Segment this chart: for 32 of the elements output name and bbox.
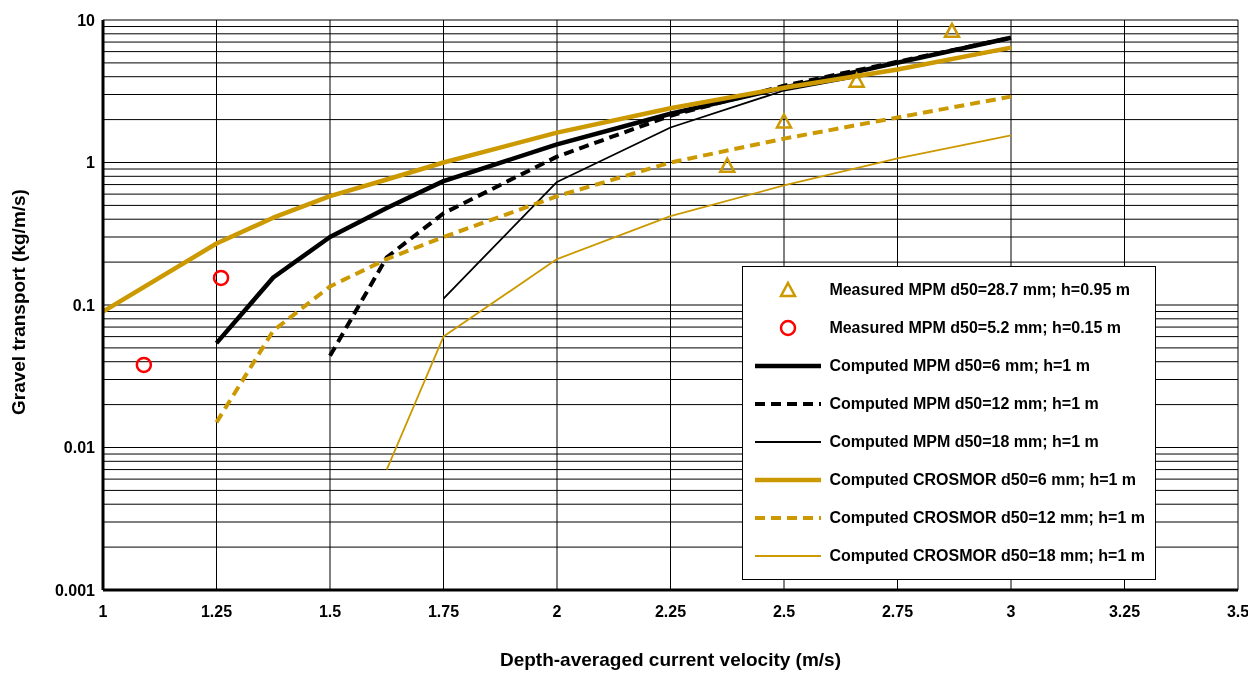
y-tick-label: 1 <box>86 154 96 172</box>
point <box>775 113 793 129</box>
y-tick-label: 0.01 <box>63 439 96 457</box>
y-tick-label: 0.1 <box>72 296 96 314</box>
point <box>135 356 153 374</box>
x-axis-title: Depth-averaged current velocity (m/s) <box>499 649 842 670</box>
x-tick-label: 1.5 <box>318 603 342 621</box>
legend-label: Computed CROSMOR d50=6 mm; h=1 m <box>829 471 1137 489</box>
x-tick-label: 3.25 <box>1108 603 1141 621</box>
x-tick-label: 3.5 <box>1226 603 1250 621</box>
legend-label: Measured MPM d50=5.2 mm; h=0.15 m <box>829 319 1122 337</box>
x-tick-label: 3 <box>1006 603 1016 621</box>
legend-label: Computed MPM d50=6 mm; h=1 m <box>829 357 1090 375</box>
legend-label: Computed MPM d50=18 mm; h=1 m <box>829 433 1099 451</box>
legend-label: Computed CROSMOR d50=18 mm; h=1 m <box>829 547 1145 565</box>
legend-label: Measured MPM d50=28.7 mm; h=0.95 m <box>829 281 1130 299</box>
point <box>848 72 865 88</box>
point <box>212 269 230 287</box>
y-tick-label: 0.001 <box>54 581 96 599</box>
x-tick-label: 2.25 <box>654 603 687 621</box>
x-tick-label: 1.75 <box>427 603 460 621</box>
x-tick-label: 1.25 <box>200 603 233 621</box>
point <box>719 157 736 173</box>
legend-label: Computed CROSMOR d50=12 mm; h=1 m <box>829 509 1145 527</box>
x-tick-label: 2 <box>552 603 562 621</box>
point <box>943 22 961 39</box>
x-tick-label: 2.75 <box>881 603 914 621</box>
y-tick-label: 10 <box>77 11 96 29</box>
legend-label: Computed MPM d50=12 mm; h=1 m <box>829 395 1099 413</box>
x-tick-label: 2.5 <box>772 603 796 621</box>
x-tick-label: 1 <box>98 603 108 621</box>
y-axis-title: Gravel transport (kg/m/s) <box>7 189 29 415</box>
